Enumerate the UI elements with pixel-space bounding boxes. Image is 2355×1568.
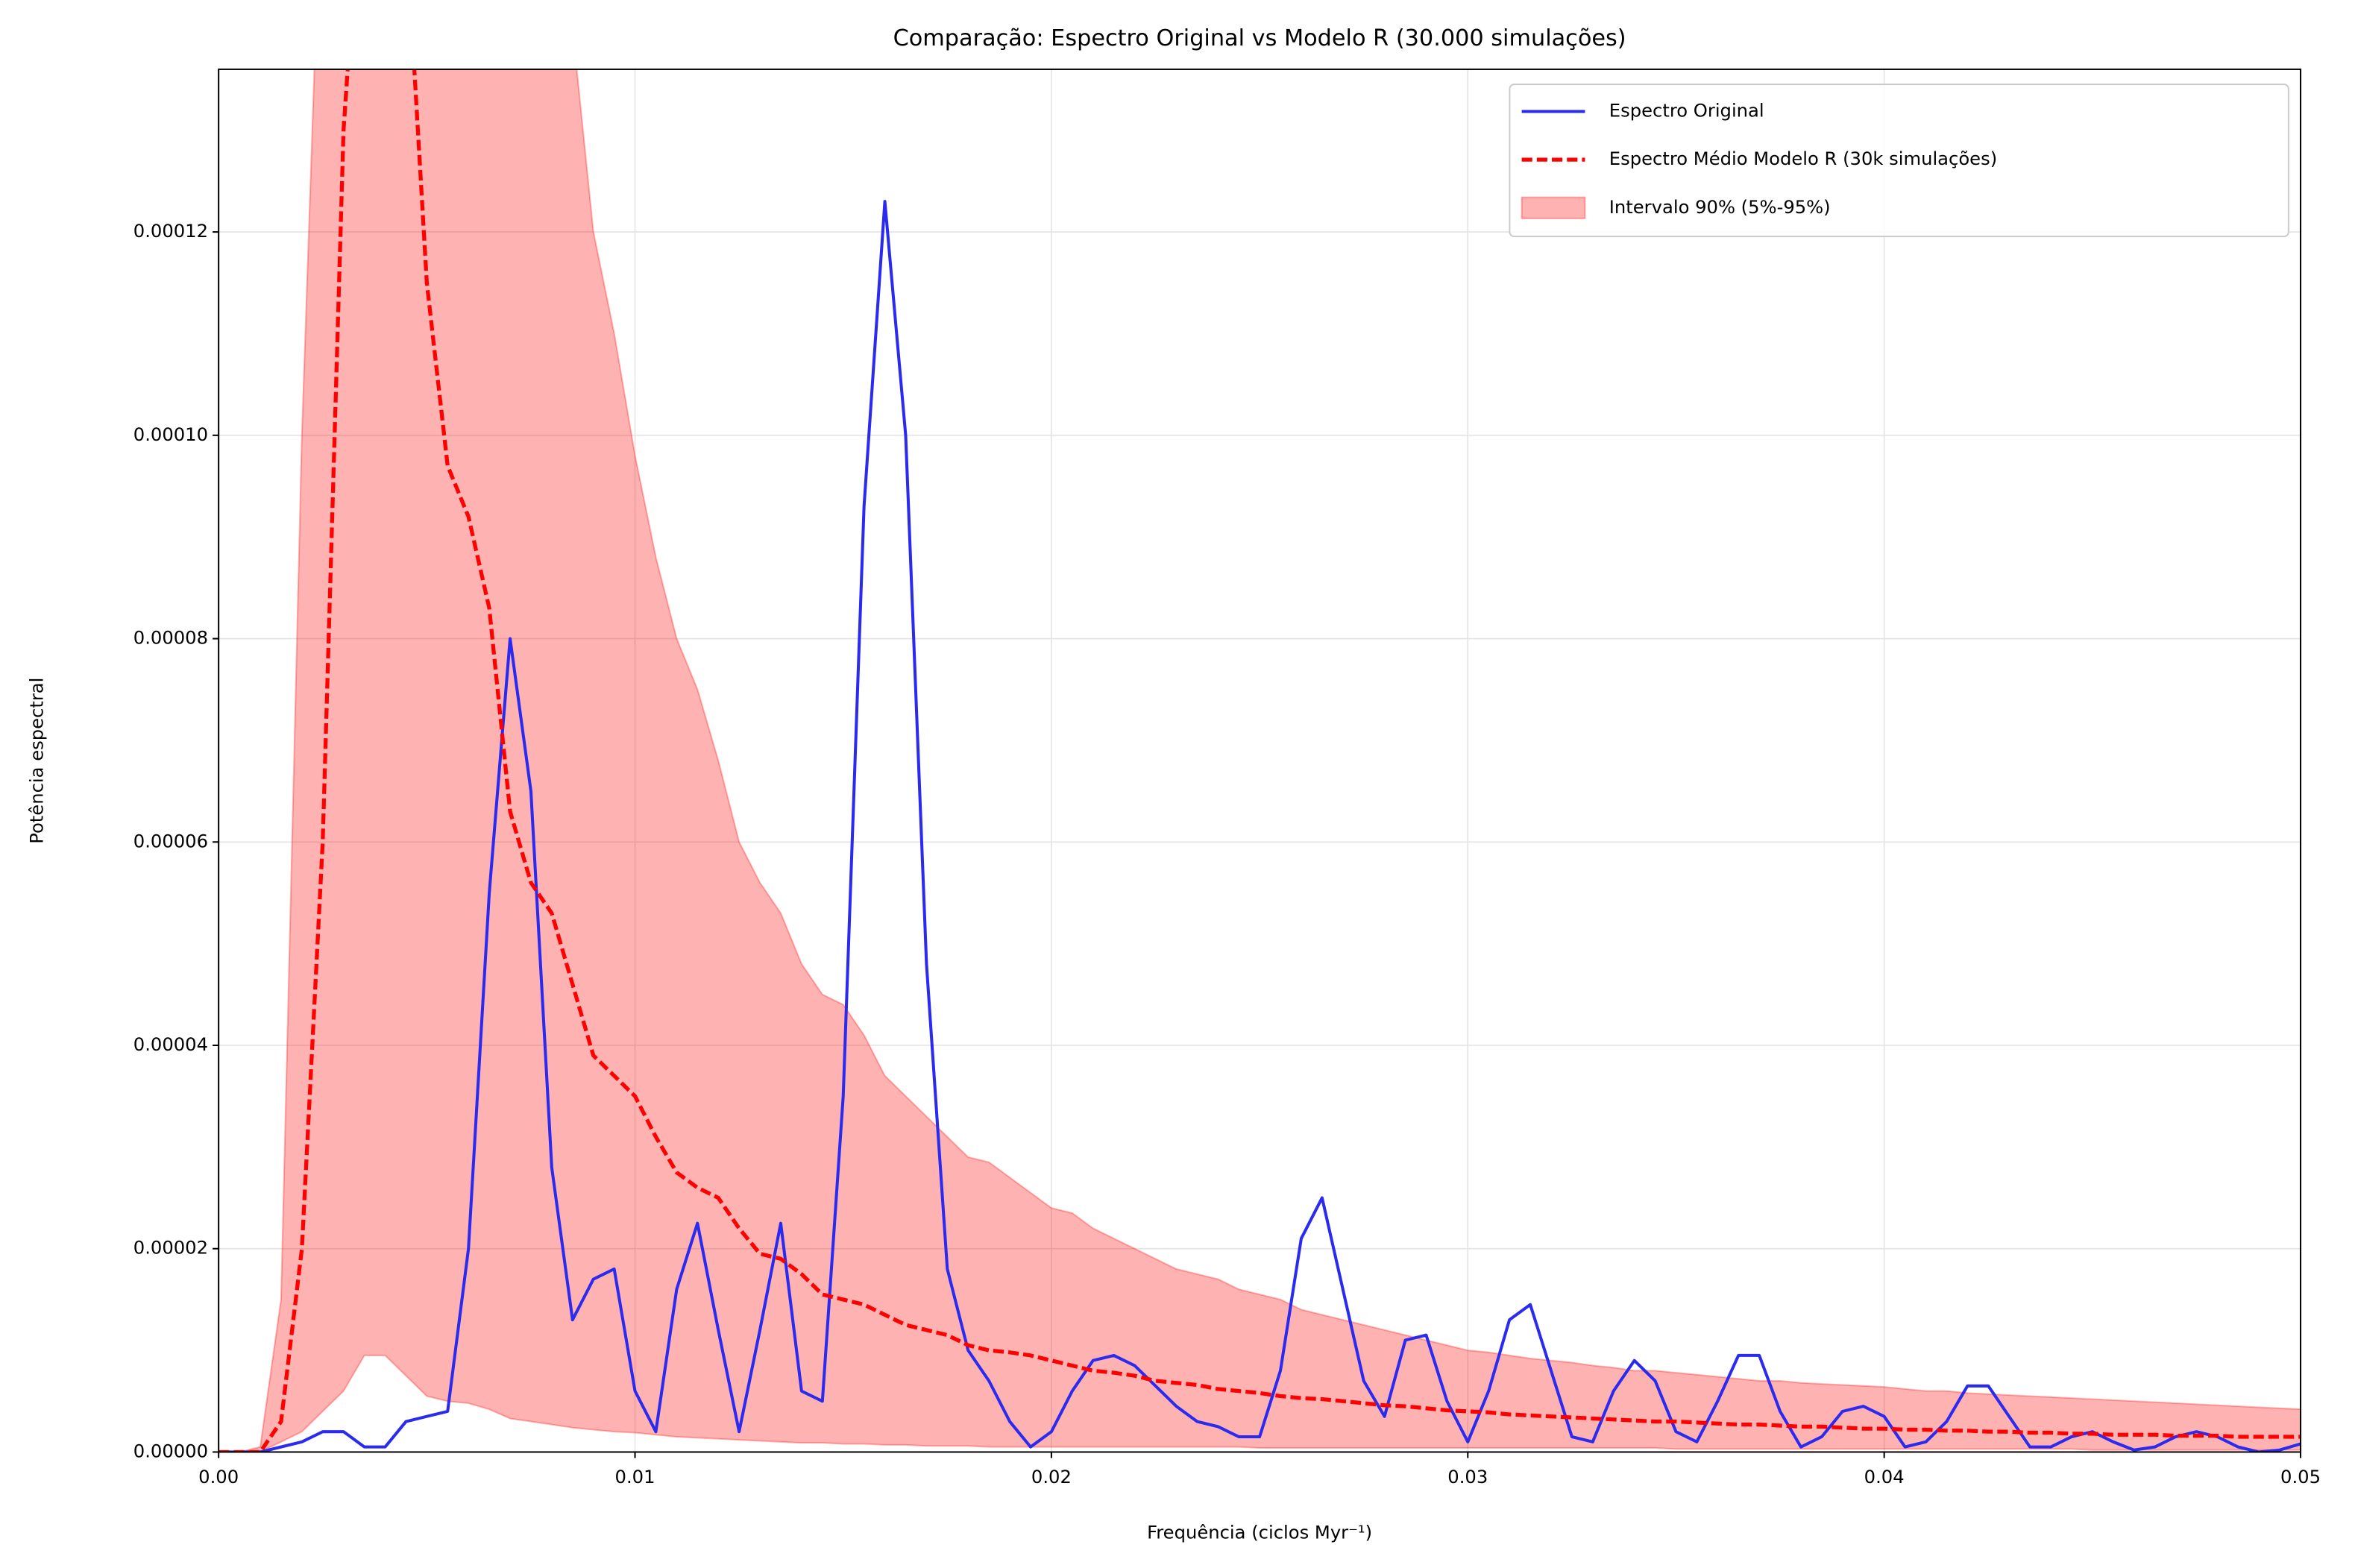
- axes-frame: [218, 68, 2302, 1453]
- y-tick-label: 0.00000: [133, 1440, 208, 1461]
- y-tick-label: 0.00008: [133, 627, 208, 649]
- x-tick-label: 0.04: [1864, 1466, 1905, 1487]
- y-axis-label: Potência espectral: [26, 678, 48, 844]
- x-tick-label: 0.00: [198, 1466, 239, 1487]
- x-tick-label: 0.05: [2280, 1466, 2321, 1487]
- y-tick-label: 0.00006: [133, 830, 208, 851]
- series-line: [218, 69, 2301, 1452]
- confidence-band: [218, 69, 2301, 1452]
- y-tick-label: 0.00012: [133, 220, 208, 242]
- legend-box: [1509, 84, 2289, 238]
- y-tick-label: 0.00010: [133, 424, 208, 445]
- chart-title: Comparação: Espectro Original vs Modelo …: [893, 25, 1626, 51]
- legend: Espectro Original Espectro Médio Modelo R…: [1509, 84, 2289, 238]
- x-axis-label: Frequência (ciclos Myr⁻¹): [1147, 1522, 1372, 1543]
- ticks: 0.00 0.01 0.02 0.03 0.04 0.05 0.00000 0.00002 0.…: [133, 220, 2321, 1487]
- series-line: [218, 200, 2301, 1452]
- x-tick-label: 0.03: [1447, 1466, 1488, 1487]
- legend-label: Intervalo 90% (5%-95%): [1609, 196, 1831, 218]
- legend-swatch: [1521, 196, 1586, 219]
- y-tick-label: 0.00004: [133, 1033, 208, 1055]
- x-tick-label: 0.01: [615, 1466, 655, 1487]
- plot-area: [218, 69, 2301, 1452]
- grid: [218, 69, 2301, 1453]
- legend-label: Espectro Médio Modelo R (30k simulações): [1609, 148, 1997, 169]
- legend-label: Espectro Original: [1609, 99, 1764, 121]
- x-tick-label: 0.02: [1031, 1466, 1072, 1487]
- y-tick-label: 0.00002: [133, 1237, 208, 1259]
